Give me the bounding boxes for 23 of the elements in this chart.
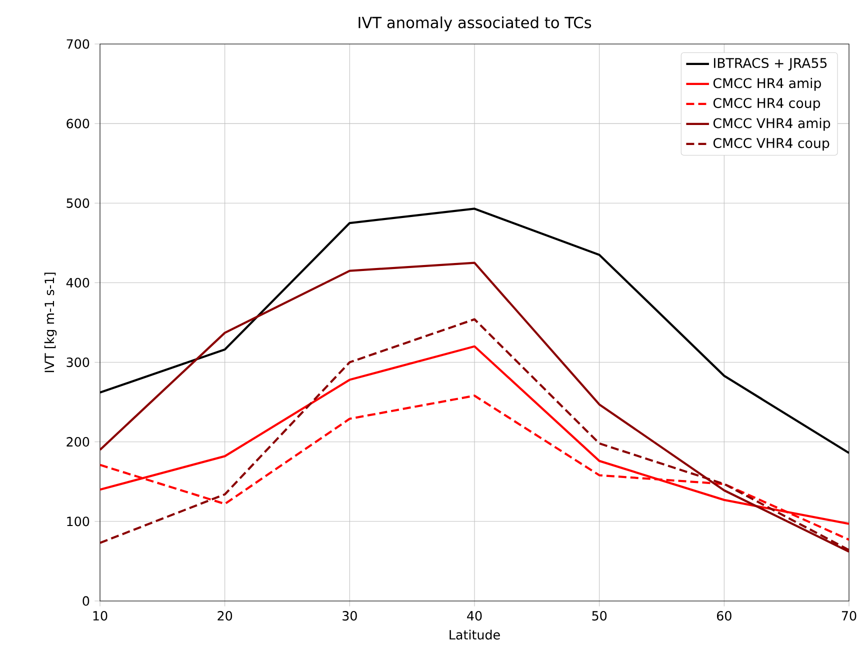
legend-label: CMCC VHR4 coup: [713, 138, 830, 151]
chart-title: IVT anomaly associated to TCs: [358, 16, 592, 32]
y-tick-label: 200: [66, 437, 90, 447]
y-tick-label: 600: [66, 118, 90, 128]
y-tick-label: 700: [66, 39, 90, 49]
y-axis-title: IVT [kg m-1 s-1]: [44, 272, 57, 372]
x-tick-label: 60: [716, 611, 732, 621]
x-tick-label: 10: [93, 611, 108, 621]
y-tick-label: 100: [67, 516, 90, 526]
x-axis-title: Latitude: [450, 630, 500, 640]
legend-label: IBTRACS + JRA55: [714, 58, 827, 71]
y-tick-label: 300: [66, 357, 90, 368]
x-tick-label: 50: [592, 611, 607, 621]
y-tick-label: 400: [66, 278, 90, 288]
x-tick-label: 70: [842, 611, 856, 621]
legend-label: CMCC VHR4 amip: [713, 118, 830, 131]
x-tick-label: 20: [218, 611, 232, 621]
x-tick-label: 40: [467, 611, 482, 621]
legend-label: CMCC HR4 amip: [713, 78, 821, 91]
y-tick-label: 0: [82, 596, 90, 606]
y-tick-label: 500: [66, 198, 90, 208]
x-tick-label: 30: [342, 611, 357, 621]
legend-label: CMCC HR4 coup: [713, 98, 820, 111]
